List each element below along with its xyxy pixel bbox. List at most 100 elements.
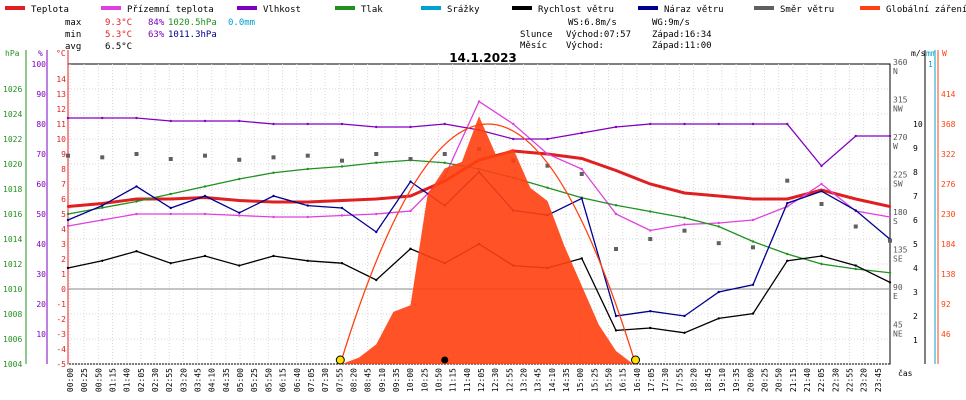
x-tick-35: 14:35: [562, 368, 571, 392]
plot-area: 00:00 00:25 00:50 01:15 01:40 02:05 02:30 02:55…: [3, 49, 956, 392]
series-radiation: [342, 116, 634, 364]
dir-point-21: [785, 178, 790, 183]
chart-title: 14.1.2023: [449, 51, 517, 65]
stat-max-press: 1020.5hPa: [168, 18, 217, 28]
x-tick-6: 02:30: [151, 368, 160, 392]
axis-w-tick-1: 92: [941, 300, 951, 309]
axis-hpa-tick-3: 1010: [3, 285, 22, 294]
axis-hpa-tick-0: 1004: [3, 360, 22, 369]
legend-label-9: Globální záření: [886, 5, 966, 15]
axis-dir-tick-3: 180: [893, 208, 908, 217]
legend-label-1: Teplota: [31, 5, 69, 15]
series-5-point-23: [854, 209, 857, 212]
axis-dir-compass-6: NW: [893, 105, 903, 114]
summary-sunset: Západ:16:34: [652, 30, 712, 40]
legend-swatch-5: [421, 6, 441, 10]
axis-celsius-tick-4: -1: [56, 300, 66, 309]
x-tick-1: 00:25: [80, 368, 89, 392]
axis-ms-tick-7: 8: [913, 168, 918, 177]
sunset-marker: [631, 355, 641, 365]
axis-dir-compass-0: NE: [893, 330, 903, 339]
series-2-point-14: [546, 137, 549, 141]
axis-celsius-tick-5: 0: [61, 285, 66, 294]
x-tick-13: 05:25: [250, 368, 259, 392]
series-3-point-23: [854, 267, 857, 271]
axis-dir-tick-6: 315: [893, 96, 908, 105]
series-0-point-16: [614, 169, 618, 172]
series-5-point-2: [135, 185, 138, 188]
axis-celsius-tick-18: 13: [56, 90, 66, 99]
series-1-point-4: [203, 212, 207, 216]
series-4-point-20: [751, 312, 755, 315]
dir-point-3: [168, 157, 173, 161]
series-3-point-8: [340, 165, 344, 168]
series-1-point-1: [101, 218, 104, 222]
x-tick-12: 05:00: [236, 368, 245, 392]
legend-swatch-9: [860, 6, 880, 10]
summary-moon-label: Měsíc: [520, 41, 547, 51]
axis-percent-tick-7: 80: [36, 120, 46, 129]
axis-ms-tick-6: 7: [913, 192, 918, 201]
axis-celsius-tick-8: 3: [61, 240, 66, 249]
x-tick-2: 00:50: [94, 368, 103, 392]
stats-block: max 9.3°C 84% 1020.5hPa 0.0mm min 5.3°C …: [65, 18, 255, 52]
series-3-point-16: [614, 204, 618, 207]
axis-dir-tick-2: 135: [893, 246, 908, 255]
dir-point-11: [442, 152, 447, 156]
axis-w-tick-6: 322: [941, 150, 956, 159]
series-4-point-16: [614, 329, 618, 332]
stat-min-label: min: [65, 30, 81, 40]
series-3-point-21: [786, 252, 789, 256]
x-tick-3: 01:15: [109, 368, 118, 392]
series-4-point-3: [169, 262, 172, 265]
series-2-point-22: [820, 164, 823, 168]
axis-celsius-tick-2: -3: [56, 330, 66, 339]
axis-dir-compass-3: S: [893, 217, 898, 226]
series-5-point-7: [306, 204, 309, 207]
axis-ms-tick-4: 5: [913, 240, 918, 249]
series-0-point-2: [135, 197, 138, 201]
series-1-point-22: [820, 182, 823, 186]
x-tick-5: 02:05: [137, 368, 146, 392]
axis-celsius-tick-6: 1: [61, 270, 66, 279]
series-3-point-14: [546, 186, 549, 189]
axis-percent-tick-8: 90: [36, 90, 46, 99]
series-3-point-20: [751, 240, 755, 243]
legend-label-5: Srážky: [447, 5, 480, 15]
series-0-point-24: [888, 205, 892, 208]
series-1-point-2: [135, 212, 138, 216]
series-4-point-5: [238, 264, 241, 267]
series-3-point-3: [169, 192, 172, 196]
x-tick-48: 20:00: [746, 368, 755, 392]
dir-point-19: [716, 241, 721, 246]
axis-percent-tick-0: 10: [36, 330, 46, 339]
axis-celsius-tick-0: -5: [56, 360, 66, 369]
legend-swatch-4: [335, 6, 355, 10]
legend-label-8: Směr větru: [780, 5, 834, 15]
dir-point-2: [134, 152, 139, 156]
axis-dir-compass-4: SW: [893, 180, 903, 189]
summary-block: WS:6.8m/s WG:9m/s Slunce Východ:07:57 Zá…: [520, 18, 712, 51]
axis-w-tick-5: 276: [941, 180, 956, 189]
dir-point-7: [305, 153, 310, 158]
x-tick-57: 23:45: [874, 368, 883, 392]
series-5-point-0: [66, 218, 70, 222]
series-4-point-22: [820, 254, 823, 258]
sun-path: [339, 123, 637, 365]
series-4-point-7: [306, 259, 309, 262]
axis-w-tick-3: 184: [941, 240, 956, 249]
series-4-point-9: [375, 278, 378, 282]
axis-hpa-tick-10: 1024: [3, 110, 22, 119]
axis-ms-tick-3: 4: [913, 264, 918, 273]
dir-point-17: [648, 237, 653, 241]
series-2-point-1: [101, 116, 104, 120]
axis-ms-unit: m/s: [911, 49, 926, 58]
series-0-point-20: [751, 197, 755, 201]
axis-hpa-tick-2: 1008: [3, 310, 22, 319]
x-tick-42: 17:30: [661, 368, 670, 392]
series-2-point-10: [409, 125, 412, 129]
series-0-point-8: [340, 199, 344, 202]
x-tick-31: 12:55: [505, 368, 514, 392]
axis-mm-unit: mm: [926, 49, 936, 58]
series-5-point-18: [683, 314, 686, 318]
